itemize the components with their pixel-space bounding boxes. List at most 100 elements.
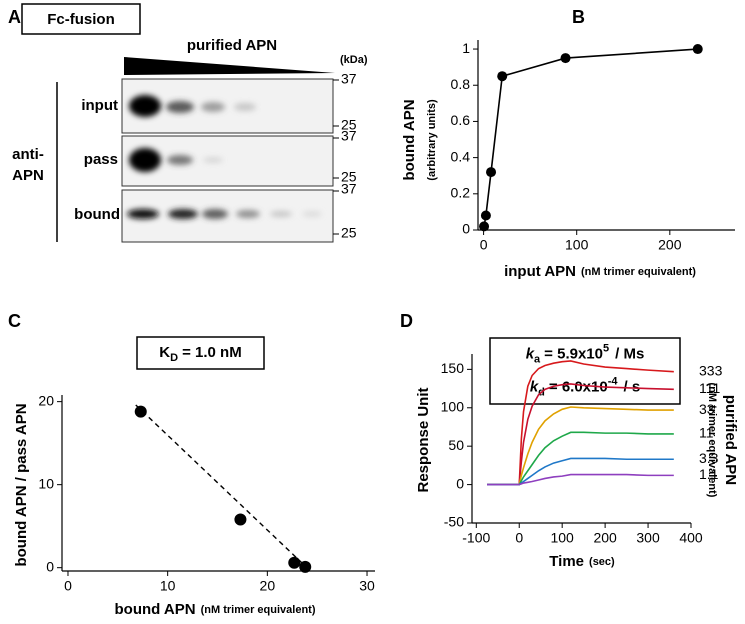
wedge-label: purified APN bbox=[187, 37, 277, 54]
annotation: kd = 6.0x10-4/ s bbox=[530, 375, 640, 398]
marker-label: 37 bbox=[341, 71, 357, 87]
x-axis-title: bound APN (nM trimer equivalent) bbox=[115, 601, 316, 618]
legend-subtitle: (nM trimer equivalent) bbox=[706, 383, 718, 498]
series-label: 1.1 bbox=[699, 466, 719, 482]
chart-panel: D -50 0 50 100 150 -100 0 100 200 300 400 Time (sec) R… bbox=[400, 311, 739, 570]
dilution-wedge bbox=[124, 57, 335, 75]
y-tick-label: 100 bbox=[441, 398, 465, 414]
row-label: bound bbox=[74, 206, 120, 223]
marker-label: 37 bbox=[341, 181, 357, 197]
series-line bbox=[487, 360, 674, 486]
y-tick-label: 10 bbox=[38, 475, 54, 491]
x-tick-label: 0 bbox=[64, 578, 72, 594]
y-tick-label: 0.8 bbox=[451, 76, 471, 92]
text-part: 5 bbox=[603, 342, 609, 354]
panel-label: B bbox=[572, 7, 585, 27]
x-tick-label: 300 bbox=[636, 530, 660, 546]
series-label: 111 bbox=[699, 380, 720, 396]
y-tick-label: 0 bbox=[456, 475, 464, 491]
y-tick-label: 20 bbox=[38, 392, 54, 408]
marker-label: 25 bbox=[341, 169, 357, 185]
x-tick-label: 100 bbox=[565, 237, 589, 253]
row-label: pass bbox=[84, 151, 118, 168]
y-axis-title: bound APN / pass APN bbox=[13, 403, 30, 566]
data-point bbox=[479, 221, 490, 232]
blot-panel: A Fc-fusion purified APN (kDa) bbox=[8, 3, 368, 243]
y-tick-label: 0.2 bbox=[451, 185, 471, 201]
text-part: input APN bbox=[504, 263, 576, 280]
y-tick-label: 0 bbox=[46, 558, 54, 574]
label-box bbox=[21, 3, 141, 35]
text-part: D bbox=[170, 352, 178, 364]
text-part: / Ms bbox=[615, 345, 644, 362]
text-part: -4 bbox=[608, 375, 619, 387]
blot-bound bbox=[121, 189, 334, 243]
chart-panel: B 0 0.2 0.4 0.6 0.8 1 0 100 200 input APN (nM trime… bbox=[401, 7, 735, 280]
x-axis-title: input APN (nM trimer equivalent) bbox=[504, 263, 696, 280]
data-point bbox=[486, 167, 497, 178]
row-label: input bbox=[81, 97, 118, 114]
data-point bbox=[134, 405, 147, 418]
data-point bbox=[480, 210, 491, 221]
data-point bbox=[234, 513, 247, 526]
x-tick-label: 10 bbox=[160, 578, 176, 594]
text-part: = 5.9x10 bbox=[544, 345, 603, 362]
unit-label: (kDa) bbox=[340, 54, 368, 66]
y-axis-subtitle: (arbitrary units) bbox=[426, 99, 438, 181]
series-line bbox=[487, 431, 674, 486]
panel-label: D bbox=[400, 311, 413, 331]
y-tick-label: 150 bbox=[441, 360, 465, 376]
y-tick-label: -50 bbox=[444, 514, 464, 530]
series-line bbox=[487, 383, 674, 486]
data-point bbox=[299, 560, 312, 573]
y-tick-label: 0.6 bbox=[451, 112, 471, 128]
panel-label: A bbox=[8, 7, 21, 27]
text-part: (nM trimer equivalent) bbox=[581, 266, 696, 278]
legend-title: purified APN bbox=[722, 395, 739, 485]
panel-label: C bbox=[8, 311, 21, 331]
annotation: KD = 1.0 nM bbox=[159, 344, 241, 364]
chart-panel: C 0 10 20 0 10 20 30 bound APN (nM trimer equival… bbox=[8, 311, 375, 618]
marker-ticks bbox=[333, 79, 339, 235]
antibody-label: anti- bbox=[12, 146, 44, 163]
series-label: 33 bbox=[699, 401, 715, 417]
annotation: ka = 5.9x105 / Ms bbox=[526, 342, 645, 365]
text-part: (sec) bbox=[589, 556, 615, 568]
series-label: 3.3 bbox=[699, 450, 719, 466]
x-tick-label: 200 bbox=[593, 530, 617, 546]
text-part: a bbox=[534, 353, 541, 365]
y-tick-label: 0.4 bbox=[451, 148, 471, 164]
text-part: / s bbox=[623, 378, 640, 395]
y-tick-label: 50 bbox=[448, 437, 464, 453]
y-axis-title: Response Unit bbox=[415, 387, 432, 492]
annotation-box bbox=[489, 337, 681, 405]
bands bbox=[127, 95, 322, 219]
text-part: k bbox=[526, 345, 535, 362]
text-part: (nM trimer equivalent) bbox=[201, 604, 316, 616]
x-tick-label: 100 bbox=[550, 530, 574, 546]
text-part: k bbox=[530, 378, 539, 395]
data-line bbox=[483, 48, 698, 227]
data-point bbox=[288, 556, 301, 569]
data-point bbox=[497, 71, 508, 82]
y-axis-title: bound APN bbox=[401, 99, 418, 180]
marker-label: 37 bbox=[341, 128, 357, 144]
text-part: = 1.0 nM bbox=[182, 344, 242, 361]
x-tick-label: 0 bbox=[515, 530, 523, 546]
y-tick-label: 0 bbox=[462, 221, 470, 237]
x-axis-title: Time (sec) bbox=[549, 553, 615, 570]
data-point bbox=[560, 53, 571, 64]
text-part: K bbox=[159, 344, 170, 361]
marker-label: 25 bbox=[341, 225, 357, 241]
series-label: 11 bbox=[699, 425, 714, 441]
x-tick-label: 200 bbox=[658, 237, 682, 253]
series-line bbox=[487, 473, 674, 486]
data-point bbox=[692, 44, 703, 55]
series-line bbox=[487, 406, 674, 486]
x-tick-label: 20 bbox=[260, 578, 276, 594]
text-part: = 6.0x10 bbox=[549, 378, 608, 395]
marker-label: 25 bbox=[341, 117, 357, 133]
x-tick-label: 400 bbox=[679, 530, 703, 546]
x-tick-label: -100 bbox=[462, 530, 490, 546]
